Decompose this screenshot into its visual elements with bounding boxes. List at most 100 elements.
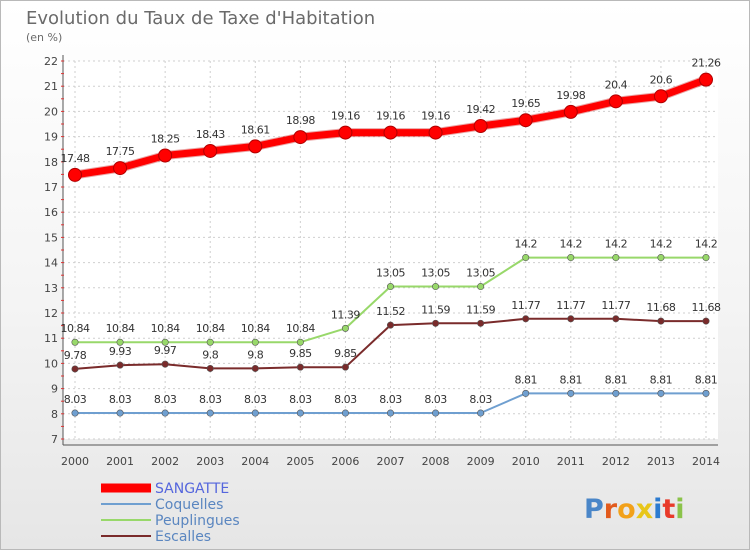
legend-label-coquelles: Coquelles [155,497,223,513]
x-tick-label: 2004 [241,455,269,468]
data-point-sangatte [563,104,578,119]
data-label-coquelles: 8.03 [64,393,87,406]
data-label-sangatte: 20.6 [650,73,673,86]
data-label-coquelles: 8.81 [650,373,673,386]
data-point-peuplingues [71,338,79,346]
data-label-sangatte: 19.42 [466,103,495,116]
data-point-escalles [612,315,620,323]
proxiti-logo: Proxiti [584,494,685,525]
y-tick-label: 11 [44,332,58,345]
data-point-escalles [251,364,259,372]
legend-label-escalles: Escalles [155,529,211,545]
data-label-escalles: 9.8 [202,348,218,361]
data-point-peuplingues [386,283,394,291]
data-label-coquelles: 8.03 [154,393,177,406]
data-point-peuplingues [116,338,124,346]
x-tick-label: 2009 [467,455,495,468]
logo-letter: i [675,494,684,525]
data-label-sangatte: 18.98 [286,114,315,127]
data-label-peuplingues: 14.2 [695,238,718,251]
logo-letter: x [636,494,653,525]
data-point-coquelles [206,409,214,417]
data-label-peuplingues: 11.39 [331,308,360,321]
data-point-coquelles [116,409,124,417]
y-tick-label: 8 [51,408,58,421]
data-label-escalles: 11.77 [511,299,540,312]
data-label-peuplingues: 10.84 [61,322,90,335]
data-label-coquelles: 8.03 [424,393,447,406]
x-tick-label: 2006 [331,455,359,468]
y-tick-label: 18 [44,156,58,169]
y-tick-label: 16 [44,206,58,219]
logo-letter: t [662,494,675,525]
data-point-coquelles [251,409,259,417]
data-label-coquelles: 8.03 [469,393,492,406]
data-label-peuplingues: 14.2 [514,238,537,251]
data-point-sangatte [203,143,218,158]
data-point-escalles [296,363,304,371]
data-label-peuplingues: 10.84 [241,322,270,335]
logo-letter: P [584,494,604,525]
data-point-sangatte [158,148,173,163]
data-point-escalles [116,361,124,369]
data-point-coquelles [71,409,79,417]
y-tick-label: 9 [51,383,58,396]
x-tick-label: 2008 [422,455,450,468]
data-point-peuplingues [477,283,485,291]
data-label-sangatte: 21.26 [692,57,721,70]
data-point-escalles [567,315,575,323]
chart-subtitle: (en %) [26,31,62,44]
data-point-sangatte [68,167,82,182]
x-tick-label: 2003 [196,455,224,468]
x-tick-label: 2007 [377,455,405,468]
data-label-coquelles: 8.03 [379,393,402,406]
data-point-coquelles [386,409,394,417]
data-point-peuplingues [206,338,214,346]
data-point-escalles [657,317,665,325]
data-label-peuplingues: 14.2 [605,238,628,251]
data-label-sangatte: 18.43 [196,128,225,141]
data-label-sangatte: 17.75 [106,145,135,158]
data-point-coquelles [522,389,530,397]
data-point-sangatte [248,139,263,154]
data-point-coquelles [296,409,304,417]
data-point-sangatte [518,113,533,128]
x-tick-label: 2000 [61,455,89,468]
data-point-sangatte [338,125,353,140]
legend-label-sangatte: SANGATTE [155,481,229,497]
data-label-escalles: 11.68 [692,301,721,314]
data-point-escalles [477,319,485,327]
x-tick-label: 2005 [286,455,314,468]
y-tick-label: 19 [44,131,58,144]
data-point-sangatte [113,161,128,176]
data-label-escalles: 9.78 [64,349,87,362]
data-point-sangatte [293,130,308,145]
data-label-coquelles: 8.03 [289,393,312,406]
y-tick-label: 12 [44,307,58,320]
data-point-peuplingues [161,338,169,346]
data-label-coquelles: 8.03 [199,393,222,406]
x-tick-label: 2012 [602,455,630,468]
data-label-peuplingues: 10.84 [196,322,225,335]
data-point-sangatte [653,89,668,104]
data-label-coquelles: 8.81 [560,373,583,386]
legend-label-peuplingues: Peuplingues [155,513,240,529]
data-point-escalles [702,317,710,325]
data-point-peuplingues [702,254,710,262]
data-point-peuplingues [612,254,620,262]
logo-letter: i [653,494,662,525]
data-point-coquelles [477,409,485,417]
data-label-coquelles: 8.03 [334,393,357,406]
data-point-sangatte [473,119,488,134]
logo-text: Proxiti [584,494,685,525]
data-point-peuplingues [522,254,530,262]
data-label-sangatte: 19.65 [511,97,540,110]
data-label-escalles: 11.52 [376,305,405,318]
data-label-sangatte: 19.98 [556,89,585,102]
data-label-escalles: 9.85 [334,347,357,360]
series-layer [68,72,713,417]
data-point-coquelles [657,389,665,397]
logo-letter: r [604,494,618,525]
